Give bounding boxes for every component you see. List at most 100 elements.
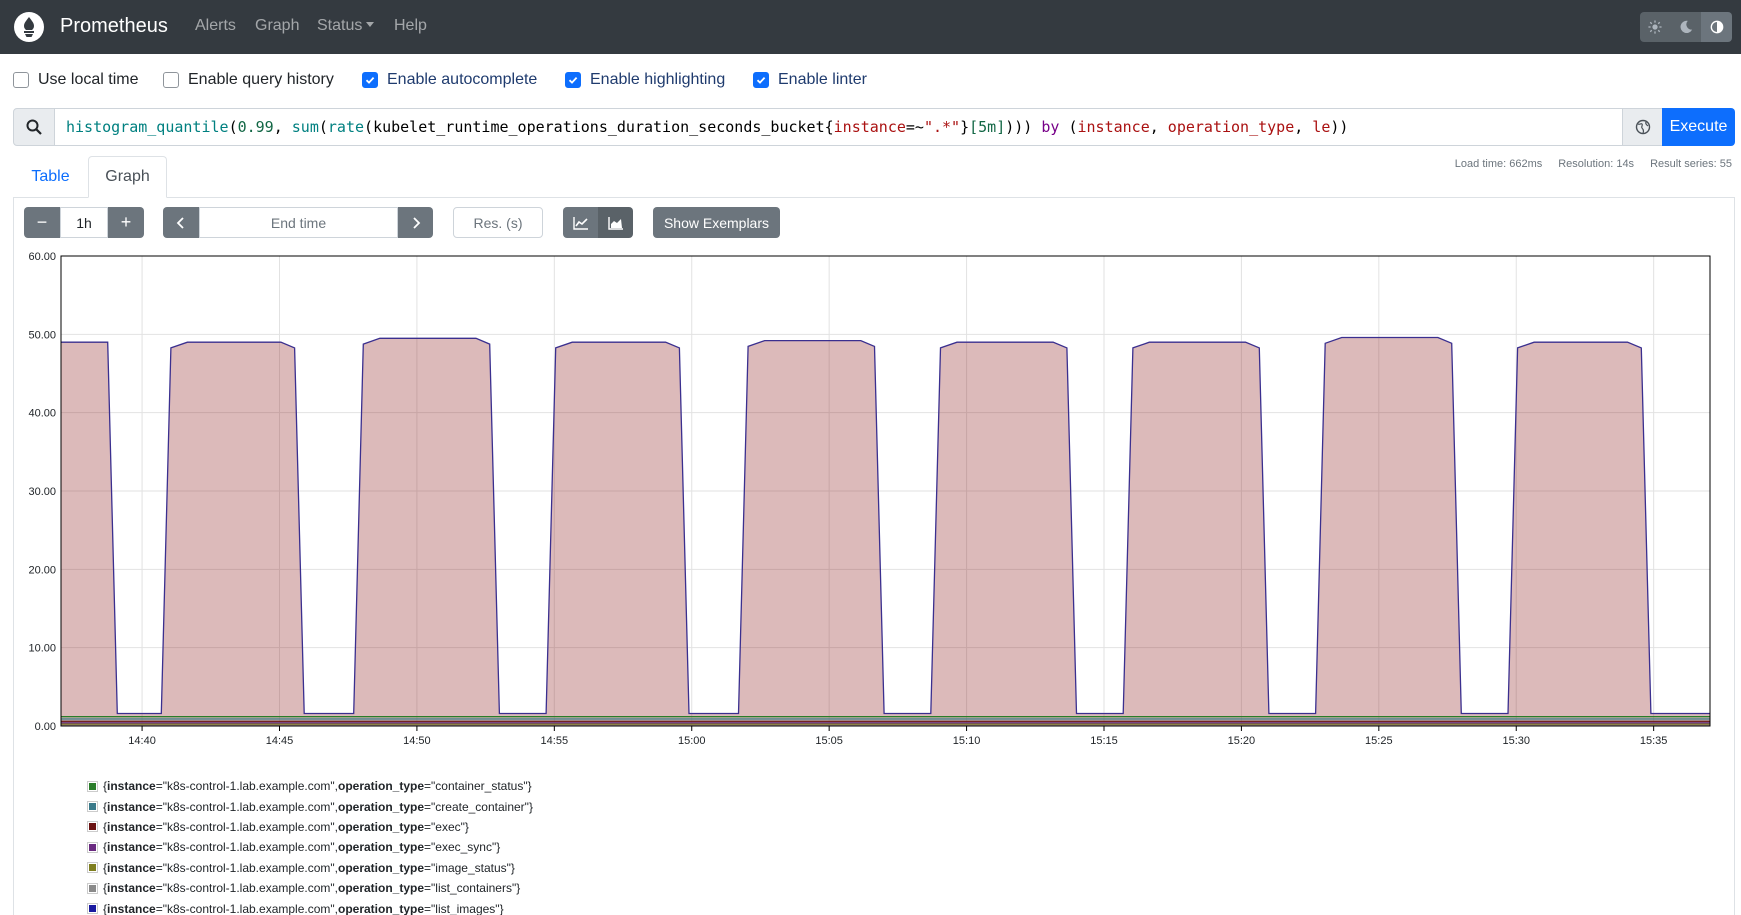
linter-checkbox[interactable]: [753, 72, 769, 88]
end-time-input[interactable]: End time: [199, 207, 398, 238]
legend-item[interactable]: {instance = "k8s-control-1.lab.example.com…: [87, 796, 788, 816]
option-query-history[interactable]: Enable query history: [163, 70, 334, 90]
legend-equals: =: [424, 799, 432, 814]
legend-item[interactable]: {instance = "k8s-control-1.lab.example.com…: [87, 837, 788, 857]
legend-brace: {: [103, 840, 108, 855]
query-token: kubelet_runtime_operations_duration_seco…: [373, 118, 825, 136]
navbar: Prometheus Alerts Graph Status Help: [0, 0, 1741, 54]
highlighting-checkbox[interactable]: [565, 72, 581, 88]
x-tick-label: 15:30: [1502, 735, 1530, 747]
decrease-range-button[interactable]: −: [24, 207, 60, 238]
legend-value-operation-type: "list_images": [431, 901, 500, 915]
query-token: le: [1312, 118, 1331, 136]
nav-status[interactable]: Status: [317, 17, 375, 35]
end-time-next-button[interactable]: [398, 207, 433, 238]
nav-alerts[interactable]: Alerts: [195, 17, 236, 34]
legend-key-operation-type: operation_type: [337, 819, 424, 834]
y-tick-label: 10.00: [28, 643, 56, 655]
legend-comma: ,: [334, 840, 338, 855]
theme-auto-button[interactable]: [1701, 12, 1732, 42]
tab-graph[interactable]: Graph: [88, 156, 167, 198]
query-token: }: [960, 118, 970, 136]
metrics-explorer-button[interactable]: [1622, 108, 1663, 146]
query-token: rate: [327, 118, 365, 136]
legend-comma: ,: [334, 881, 338, 896]
legend-equals: =: [424, 860, 432, 875]
execute-button[interactable]: Execute: [1662, 108, 1735, 146]
legend-value-operation-type: "exec": [431, 819, 465, 834]
legend-value-operation-type: "image_status": [431, 860, 511, 875]
query-token: ))): [1005, 118, 1042, 136]
legend-key-operation-type: operation_type: [337, 779, 424, 794]
legend-item[interactable]: {instance = "k8s-control-1.lab.example.com…: [87, 898, 788, 915]
series-areas: [61, 336, 1710, 726]
legend-brace: }: [496, 840, 501, 855]
moon-icon: [1680, 20, 1693, 34]
brand-title[interactable]: Prometheus: [60, 15, 168, 37]
theme-light-button[interactable]: [1640, 12, 1671, 42]
x-tick-label: 14:40: [128, 735, 156, 747]
legend-item[interactable]: {instance = "k8s-control-1.lab.example.com…: [87, 878, 788, 898]
legend-item[interactable]: {instance = "k8s-control-1.lab.example.com…: [87, 858, 788, 878]
option-use-local-time[interactable]: Use local time: [13, 70, 138, 90]
query-history-checkbox[interactable]: [163, 72, 179, 88]
legend-value-instance: "k8s-control-1.lab.example.com": [162, 840, 335, 855]
autocomplete-checkbox[interactable]: [362, 72, 378, 88]
stacked-chart-button[interactable]: [598, 207, 633, 238]
y-tick-label: 20.00: [28, 564, 56, 576]
end-time-prev-button[interactable]: [163, 207, 199, 238]
increase-range-button[interactable]: +: [108, 207, 144, 238]
line-chart-button[interactable]: [563, 207, 598, 238]
theme-dark-button[interactable]: [1670, 12, 1702, 42]
query-token: )): [1330, 118, 1349, 136]
legend-value-instance: "k8s-control-1.lab.example.com": [162, 901, 335, 915]
prometheus-logo-icon[interactable]: [13, 11, 45, 43]
legend-swatch: [87, 862, 98, 874]
query-token: (: [364, 118, 374, 136]
resolution-input[interactable]: Res. (s): [453, 207, 543, 238]
legend-key-operation-type: operation_type: [337, 860, 424, 875]
legend-equals: =: [155, 819, 163, 834]
legend-value-instance: "k8s-control-1.lab.example.com": [162, 860, 335, 875]
legend-brace: {: [103, 799, 108, 814]
legend-equals: =: [424, 819, 432, 834]
nav-help[interactable]: Help: [394, 17, 427, 34]
option-highlighting[interactable]: Enable highlighting: [565, 70, 725, 90]
legend-comma: ,: [334, 779, 338, 794]
x-tick-label: 14:50: [403, 735, 431, 747]
legend-swatch: [87, 801, 98, 813]
tab-table[interactable]: Table: [31, 168, 70, 185]
legend-value-operation-type: "container_status": [431, 779, 528, 794]
show-exemplars-button[interactable]: Show Exemplars: [653, 207, 780, 238]
nav-graph[interactable]: Graph: [255, 17, 300, 34]
legend-key-instance: instance: [107, 819, 156, 834]
query-token: sum: [291, 118, 319, 136]
use-local-time-checkbox[interactable]: [13, 72, 29, 88]
highlighting-label: Enable highlighting: [590, 71, 726, 88]
legend-item[interactable]: {instance = "k8s-control-1.lab.example.com…: [87, 776, 788, 796]
grid-lines: [61, 255, 1710, 727]
legend-item[interactable]: {instance = "k8s-control-1.lab.example.com…: [87, 817, 788, 837]
x-tick-label: 15:35: [1640, 735, 1668, 747]
legend-value-operation-type: "create_container": [431, 799, 529, 814]
x-axis: 14:40 14:45 14:50 14:55 15:00 15:05 15:10 15:15…: [128, 726, 1667, 747]
option-autocomplete[interactable]: Enable autocomplete: [362, 70, 537, 90]
linter-label: Enable linter: [778, 71, 867, 88]
legend-brace: {: [103, 901, 108, 915]
search-addon: [13, 108, 55, 146]
range-input[interactable]: 1h: [60, 207, 108, 238]
chevron-left-icon: [176, 216, 184, 229]
option-linter[interactable]: Enable linter: [753, 70, 867, 90]
legend-swatch: [87, 780, 98, 792]
chevron-down-icon: [366, 22, 375, 27]
expression-input[interactable]: histogram_quantile(0.99, sum(rate(kubele…: [54, 108, 1623, 146]
x-tick-label: 15:15: [1090, 735, 1118, 747]
legend-value-operation-type: "list_containers": [431, 881, 517, 896]
legend-comma: ,: [334, 860, 338, 875]
graph-chart[interactable]: 0.00 10.00 20.00 30.00 40.00 50.00 60.00 14:40…: [0, 240, 1741, 750]
query-token: (: [1059, 118, 1078, 136]
nav-status-label: Status: [317, 17, 363, 34]
legend-comma: ,: [334, 819, 338, 834]
query-token: (: [228, 118, 238, 136]
legend-key-instance: instance: [107, 779, 156, 794]
